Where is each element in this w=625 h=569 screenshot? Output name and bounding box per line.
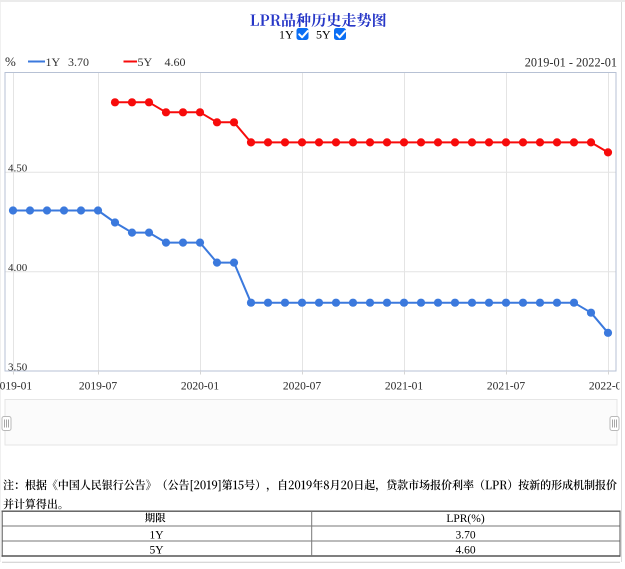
svg-text:LPR(%): LPR(%) xyxy=(446,513,485,525)
svg-text:3.50: 3.50 xyxy=(8,361,28,373)
svg-text:2019-01 - 2022-01: 2019-01 - 2022-01 xyxy=(525,55,617,69)
svg-text:2021-07: 2021-07 xyxy=(487,381,526,393)
svg-text:2020-07: 2020-07 xyxy=(283,381,322,393)
svg-text:4.60: 4.60 xyxy=(455,544,475,556)
svg-text:4.60: 4.60 xyxy=(165,55,186,69)
svg-text:2019-01: 2019-01 xyxy=(0,381,32,393)
svg-text:1Y: 1Y xyxy=(279,28,294,42)
svg-text:3.70: 3.70 xyxy=(455,530,475,542)
svg-text:4.00: 4.00 xyxy=(8,262,28,274)
svg-text:2022-01: 2022-01 xyxy=(589,381,625,393)
svg-text:2021-01: 2021-01 xyxy=(385,381,424,393)
svg-text:5Y: 5Y xyxy=(316,28,331,42)
svg-text:1Y: 1Y xyxy=(46,55,61,69)
svg-text:2020-01: 2020-01 xyxy=(181,381,220,393)
svg-text:%: % xyxy=(5,54,16,69)
svg-text:5Y: 5Y xyxy=(149,544,164,556)
svg-text:4.50: 4.50 xyxy=(8,162,28,174)
svg-text:2019-07: 2019-07 xyxy=(79,381,118,393)
svg-text:5Y: 5Y xyxy=(138,55,153,69)
svg-text:3.70: 3.70 xyxy=(68,55,89,69)
svg-text:1Y: 1Y xyxy=(149,530,164,542)
